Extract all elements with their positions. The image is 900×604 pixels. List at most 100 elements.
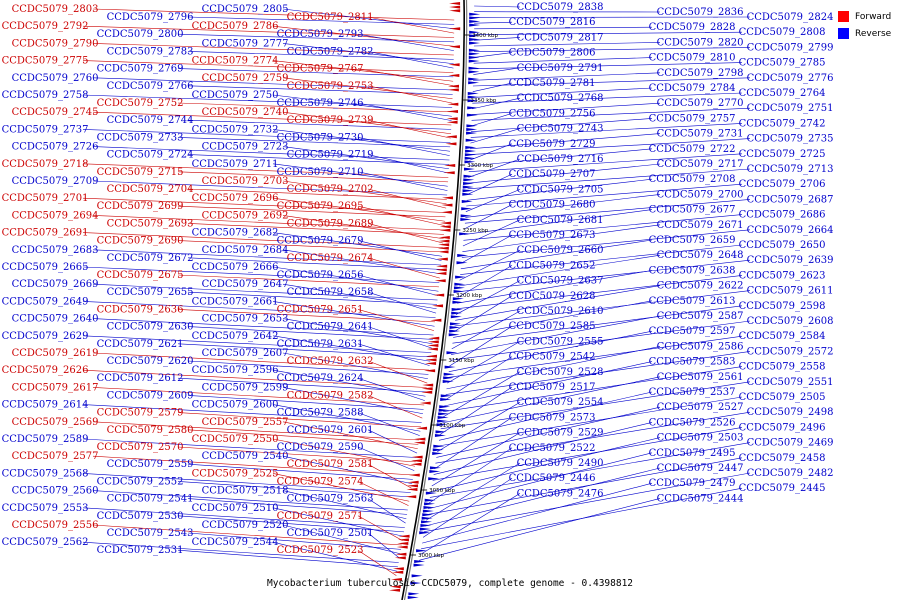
gene-label: CCDC5079_2614	[2, 400, 89, 411]
gene-label: CCDC5079_2619	[12, 348, 99, 359]
label-connector	[358, 550, 396, 575]
gene-label: CCDC5079_2609	[107, 390, 194, 401]
gene-label: CCDC5079_2730	[277, 132, 364, 143]
gene-label: CCDC5079_2806	[509, 48, 596, 59]
label-connector	[471, 113, 512, 126]
gene-label: CCDC5079_2552	[97, 476, 184, 487]
gene-label: CCDC5079_2585	[509, 321, 596, 332]
gene-label: CCDC5079_2769	[97, 64, 184, 75]
forward-gene-feature	[392, 571, 403, 574]
reverse-gene-feature	[412, 574, 423, 577]
gene-label: CCDC5079_2745	[12, 107, 99, 118]
legend-swatch-reverse	[838, 28, 849, 39]
reverse-gene-feature	[452, 301, 463, 304]
gene-label: CCDC5079_2732	[192, 124, 279, 135]
gene-label: CCDC5079_2724	[107, 150, 194, 161]
gene-label: CCDC5079_2768	[517, 93, 604, 104]
gene-label: CCDC5079_2805	[202, 4, 289, 15]
forward-gene-feature	[409, 474, 420, 477]
forward-gene-feature	[449, 9, 460, 12]
label-connector	[474, 22, 512, 23]
gene-label: CCDC5079_2531	[97, 545, 184, 556]
reverse-gene-feature	[457, 261, 468, 264]
gene-label: CCDC5079_2588	[277, 408, 364, 419]
gene-label: CCDC5079_2458	[739, 453, 826, 464]
gene-label: CCDC5079_2587	[657, 311, 744, 322]
reverse-gene-feature	[435, 430, 446, 433]
gene-label: CCDC5079_2526	[649, 417, 736, 428]
gene-label: CCDC5079_2558	[739, 362, 826, 373]
gene-label: CCDC5079_2757	[649, 113, 736, 124]
gene-label: CCDC5079_2610	[517, 306, 604, 317]
gene-label: CCDC5079_2665	[2, 262, 89, 273]
gene-label: CCDC5079_2656	[277, 270, 364, 281]
label-connector	[368, 464, 411, 488]
gene-label: CCDC5079_2696	[192, 193, 279, 204]
gene-label: CCDC5079_2653	[202, 314, 289, 325]
reverse-gene-feature	[469, 13, 480, 16]
label-connector	[368, 499, 406, 524]
label-connector	[420, 493, 520, 554]
forward-gene-feature	[395, 556, 406, 559]
gene-label: CCDC5079_2582	[287, 390, 374, 401]
gene-label: CCDC5079_2785	[739, 58, 826, 69]
gene-label: CCDC5079_2660	[517, 245, 604, 256]
gene-label: CCDC5079_2569	[12, 417, 99, 428]
reverse-gene-feature	[445, 366, 456, 369]
gene-label: CCDC5079_2589	[2, 434, 89, 445]
gene-label: CCDC5079_2632	[287, 356, 374, 367]
gene-label: CCDC5079_2715	[97, 167, 184, 178]
forward-gene-feature	[414, 438, 425, 441]
label-connector	[368, 292, 436, 313]
gene-label: CCDC5079_2796	[107, 12, 194, 23]
gene-label: CCDC5079_2838	[517, 2, 604, 13]
reverse-gene-feature	[438, 416, 449, 419]
forward-gene-feature	[428, 340, 439, 343]
gene-label: CCDC5079_2750	[192, 90, 279, 101]
gene-label: CCDC5079_2775	[2, 56, 89, 67]
gene-label: CCDC5079_2528	[517, 367, 604, 378]
axis-tick-label: 3000 kbp	[418, 553, 444, 559]
gene-label: CCDC5079_2541	[107, 494, 194, 505]
gene-label: CCDC5079_2764	[739, 88, 826, 99]
reverse-gene-feature	[444, 373, 455, 376]
gene-label: CCDC5079_2652	[509, 260, 596, 271]
gene-label: CCDC5079_2783	[107, 46, 194, 57]
gene-label: CCDC5079_2674	[287, 253, 374, 264]
forward-gene-feature	[416, 427, 427, 430]
forward-gene-feature	[447, 103, 458, 106]
gene-label: CCDC5079_2760	[12, 73, 99, 84]
forward-gene-feature	[449, 2, 460, 5]
forward-gene-feature	[440, 225, 451, 228]
forward-gene-feature	[426, 355, 437, 358]
forward-gene-feature	[399, 535, 410, 538]
gene-label: CCDC5079_2798	[657, 68, 744, 79]
gene-label: CCDC5079_2666	[192, 262, 279, 273]
forward-gene-feature	[397, 546, 408, 549]
gene-label: CCDC5079_2751	[747, 103, 834, 114]
gene-label: CCDC5079_2711	[192, 159, 279, 170]
gene-label: CCDC5079_2620	[107, 356, 194, 367]
gene-label: CCDC5079_2622	[657, 281, 744, 292]
gene-label: CCDC5079_2774	[192, 56, 279, 67]
reverse-gene-feature	[416, 549, 427, 552]
forward-gene-feature	[389, 589, 400, 592]
reverse-gene-feature	[469, 52, 480, 55]
gene-label: CCDC5079_2684	[202, 245, 289, 256]
gene-label: CCDC5079_2703	[202, 176, 289, 187]
gene-label: CCDC5079_2590	[277, 442, 364, 453]
label-connector	[368, 361, 427, 383]
gene-label: CCDC5079_2733	[97, 132, 184, 143]
axis-tick-label: 3150 kbp	[448, 358, 474, 364]
gene-label: CCDC5079_2803	[12, 4, 99, 15]
gene-label: CCDC5079_2811	[287, 12, 374, 23]
gene-label: CCDC5079_2735	[747, 134, 834, 145]
reverse-gene-feature	[465, 153, 476, 156]
gene-label: CCDC5079_2792	[2, 21, 89, 32]
gene-label: CCDC5079_2523	[277, 545, 364, 556]
forward-gene-feature	[436, 268, 447, 271]
forward-gene-feature	[432, 304, 443, 307]
forward-gene-feature	[447, 121, 458, 124]
gene-label: CCDC5079_2713	[747, 164, 834, 175]
label-connector	[473, 83, 512, 92]
